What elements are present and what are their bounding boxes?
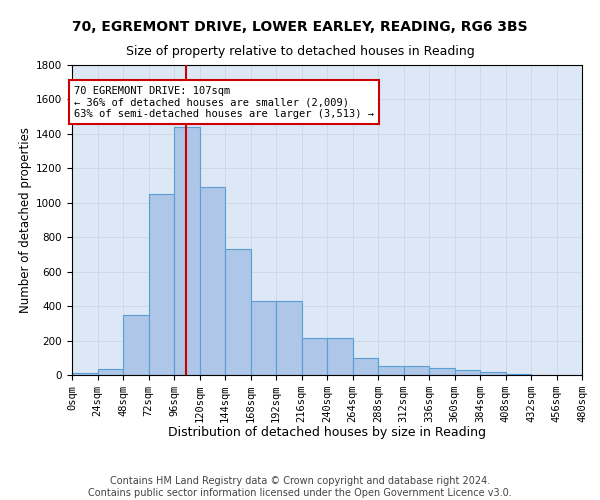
Bar — [97, 369, 123, 375]
Bar — [429, 368, 455, 375]
Bar — [505, 374, 531, 375]
Text: 70 EGREMONT DRIVE: 107sqm
← 36% of detached houses are smaller (2,009)
63% of se: 70 EGREMONT DRIVE: 107sqm ← 36% of detac… — [74, 86, 374, 119]
Bar — [404, 366, 429, 375]
Bar — [149, 194, 174, 375]
Bar — [276, 301, 302, 375]
Bar — [72, 374, 97, 375]
Bar — [123, 314, 149, 375]
Bar — [199, 188, 225, 375]
Bar — [480, 372, 505, 375]
Bar — [378, 366, 404, 375]
Bar — [455, 370, 480, 375]
Text: Contains HM Land Registry data © Crown copyright and database right 2024.
Contai: Contains HM Land Registry data © Crown c… — [88, 476, 512, 498]
Bar — [353, 358, 378, 375]
Bar — [302, 338, 327, 375]
Y-axis label: Number of detached properties: Number of detached properties — [19, 127, 32, 313]
Bar — [225, 250, 251, 375]
Bar — [174, 127, 199, 375]
Bar — [251, 301, 276, 375]
X-axis label: Distribution of detached houses by size in Reading: Distribution of detached houses by size … — [168, 426, 486, 440]
Text: Size of property relative to detached houses in Reading: Size of property relative to detached ho… — [125, 45, 475, 58]
Bar — [327, 338, 353, 375]
Text: 70, EGREMONT DRIVE, LOWER EARLEY, READING, RG6 3BS: 70, EGREMONT DRIVE, LOWER EARLEY, READIN… — [72, 20, 528, 34]
